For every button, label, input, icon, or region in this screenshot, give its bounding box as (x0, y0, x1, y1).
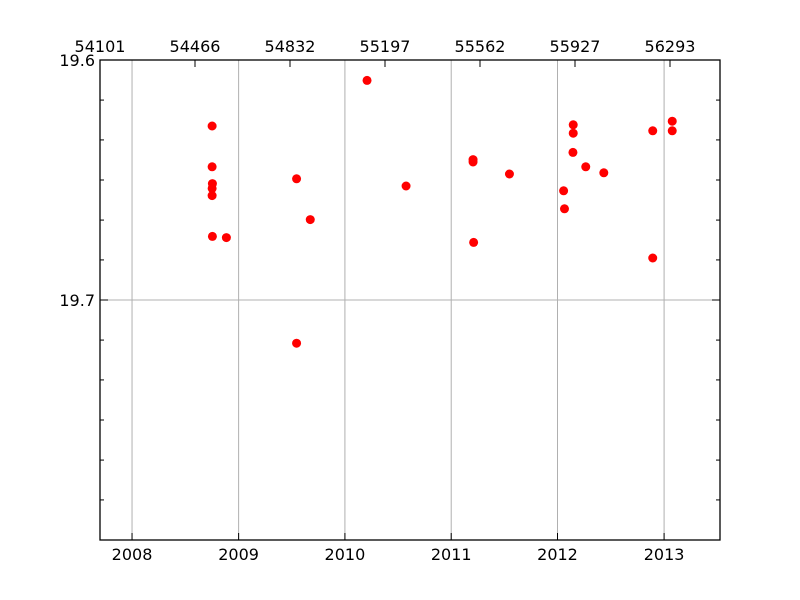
x-tick-label: 2008 (112, 545, 153, 564)
data-point (469, 237, 479, 247)
data-point (468, 157, 478, 167)
top-x-tick-label: 54832 (265, 37, 316, 56)
data-point (207, 121, 217, 131)
x-tick-label: 2011 (431, 545, 472, 564)
x-tick-label: 2009 (218, 545, 259, 564)
data-point (599, 168, 609, 178)
data-point (401, 181, 411, 191)
x-tick-label: 2010 (325, 545, 366, 564)
data-point (504, 169, 514, 179)
data-point (559, 204, 569, 214)
data-point (667, 126, 677, 136)
data-point (568, 120, 578, 130)
data-points (207, 75, 677, 348)
bottom-x-tick-labels: 2008 2009 2010 2011 2012 2013 (112, 545, 685, 564)
data-point (221, 233, 231, 243)
x-tick-label: 2012 (537, 545, 578, 564)
data-point (581, 162, 591, 172)
y-tick-labels: 19.6 19.7 (59, 51, 95, 310)
top-x-tick-label: 54466 (170, 37, 221, 56)
top-x-tick-label: 54101 (75, 37, 126, 56)
data-point (207, 162, 217, 172)
data-point (667, 116, 677, 126)
top-x-tick-label: 55197 (360, 37, 411, 56)
data-point (362, 75, 372, 85)
data-point (207, 179, 217, 189)
data-point (559, 186, 569, 196)
top-x-tick-label: 55927 (550, 37, 601, 56)
x-tick-label: 2013 (644, 545, 685, 564)
data-point (648, 126, 658, 136)
top-x-tick-label: 55562 (455, 37, 506, 56)
data-point (568, 147, 578, 157)
y-tick-label: 19.7 (59, 291, 95, 310)
top-x-tick-label: 56293 (645, 37, 696, 56)
data-point (207, 231, 217, 241)
data-point (292, 338, 302, 348)
data-point (292, 174, 302, 184)
data-point (648, 253, 658, 263)
y-tick-label: 19.6 (59, 51, 95, 70)
minor-tick-marks (100, 99, 720, 501)
data-point (305, 215, 315, 225)
top-x-tick-labels: 54101 54466 54832 55197 55562 55927 56293 (75, 37, 696, 56)
plot-frame (99, 59, 721, 541)
data-point (568, 128, 578, 138)
data-point (207, 191, 217, 201)
